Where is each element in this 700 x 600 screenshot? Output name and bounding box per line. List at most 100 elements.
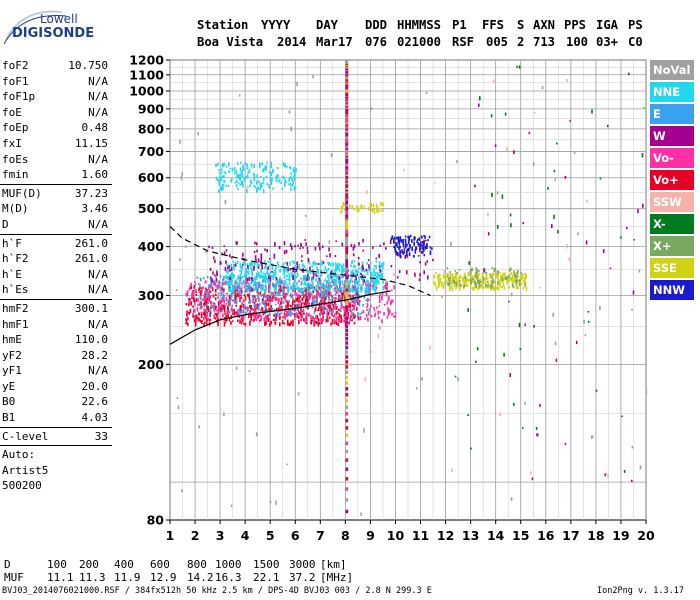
echo-point <box>302 287 304 290</box>
echo-point <box>313 301 315 306</box>
echo-point <box>408 238 410 242</box>
echo-point <box>317 322 320 327</box>
echo-point <box>278 282 280 285</box>
echo-point <box>288 300 290 303</box>
echo-point <box>249 310 251 315</box>
echo-point <box>334 278 336 282</box>
interference-point <box>345 301 349 306</box>
echo-point <box>493 280 496 284</box>
echo-point <box>293 288 296 291</box>
legend-item-e: E <box>650 104 694 124</box>
footer-file-info: BVJ03_2014076021000.RSF / 384fx512h 50 k… <box>2 586 432 596</box>
echo-point <box>320 269 322 272</box>
echo-point <box>349 204 351 209</box>
echo-point <box>328 278 330 282</box>
echo-point <box>414 249 417 254</box>
echo-point <box>228 170 231 173</box>
echo-point <box>303 302 306 306</box>
echo-point <box>378 261 381 265</box>
echo-point <box>294 292 296 296</box>
echo-point <box>262 279 264 283</box>
echo-point <box>502 277 505 282</box>
echo-point <box>247 266 250 271</box>
echo-point <box>232 299 234 302</box>
interference-point <box>345 316 349 321</box>
echo-point <box>212 294 215 298</box>
echo-point <box>307 306 309 310</box>
echo-point <box>465 284 468 287</box>
echo-point <box>316 296 318 300</box>
echo-point <box>228 279 230 284</box>
echo-point <box>317 274 320 279</box>
header-value-3: 076 <box>365 35 388 49</box>
echo-point <box>475 273 478 277</box>
interference-point <box>345 375 349 380</box>
echo-point <box>298 311 300 315</box>
echo-point <box>205 280 207 284</box>
echo-point <box>315 315 317 319</box>
param-row-yF2: yF2 28.2 <box>0 348 112 364</box>
echo-point <box>388 310 390 315</box>
echo-point <box>336 285 338 289</box>
interference-point <box>345 255 349 260</box>
param-value: 28.2 <box>81 348 109 362</box>
echo-point <box>290 295 293 298</box>
echo-point <box>311 280 314 285</box>
muf-cell-7: 22.1 <box>253 571 280 584</box>
echo-point <box>633 239 636 241</box>
echo-point <box>220 286 222 291</box>
echo-point <box>259 287 262 290</box>
echo-point <box>247 286 250 290</box>
echo-point <box>223 322 226 327</box>
echo-point <box>325 319 327 323</box>
interference-point <box>345 195 349 199</box>
echo-point <box>319 246 321 251</box>
param-key: foF1p <box>2 90 36 104</box>
echo-point <box>303 293 305 298</box>
echo-point <box>336 269 338 272</box>
echo-point <box>213 283 215 286</box>
echo-point <box>340 318 343 321</box>
echo-point <box>255 312 257 317</box>
echo-point <box>381 291 384 296</box>
echo-point <box>244 284 246 287</box>
echo-point <box>400 239 403 243</box>
echo-point <box>265 307 267 311</box>
interference-point <box>345 207 349 211</box>
echo-point <box>288 178 290 182</box>
echo-point <box>195 298 198 302</box>
echo-point <box>274 321 276 324</box>
interference-point <box>345 328 349 333</box>
echo-point <box>283 292 286 296</box>
echo-point <box>234 295 236 300</box>
echo-point <box>208 319 210 322</box>
echo-point <box>282 262 285 266</box>
echo-point <box>289 182 292 187</box>
echo-point <box>263 288 265 291</box>
echo-point <box>239 290 242 292</box>
distance-cell-3: 400 <box>114 558 134 571</box>
echo-point <box>353 244 356 249</box>
echo-point <box>491 267 494 269</box>
interference-point <box>345 203 349 207</box>
echo-point <box>413 241 415 246</box>
echo-point <box>376 306 378 309</box>
echo-point <box>313 311 316 315</box>
echo-point <box>316 270 319 273</box>
echo-point <box>341 287 343 291</box>
echo-point <box>230 289 232 293</box>
echo-point <box>554 178 557 181</box>
echo-point <box>244 262 246 266</box>
echo-point <box>292 269 294 273</box>
echo-point <box>585 240 588 245</box>
header-label-11: PS <box>628 18 643 32</box>
echo-point <box>307 291 310 296</box>
echo-point <box>509 213 512 217</box>
echo-point <box>290 177 293 179</box>
param-row-B0: B0 22.6 <box>0 394 112 410</box>
echo-point <box>275 316 277 322</box>
legend-item-noval: NoVal <box>650 60 694 80</box>
interference-point <box>345 228 349 233</box>
echo-point <box>258 297 260 302</box>
echo-point <box>206 313 208 318</box>
